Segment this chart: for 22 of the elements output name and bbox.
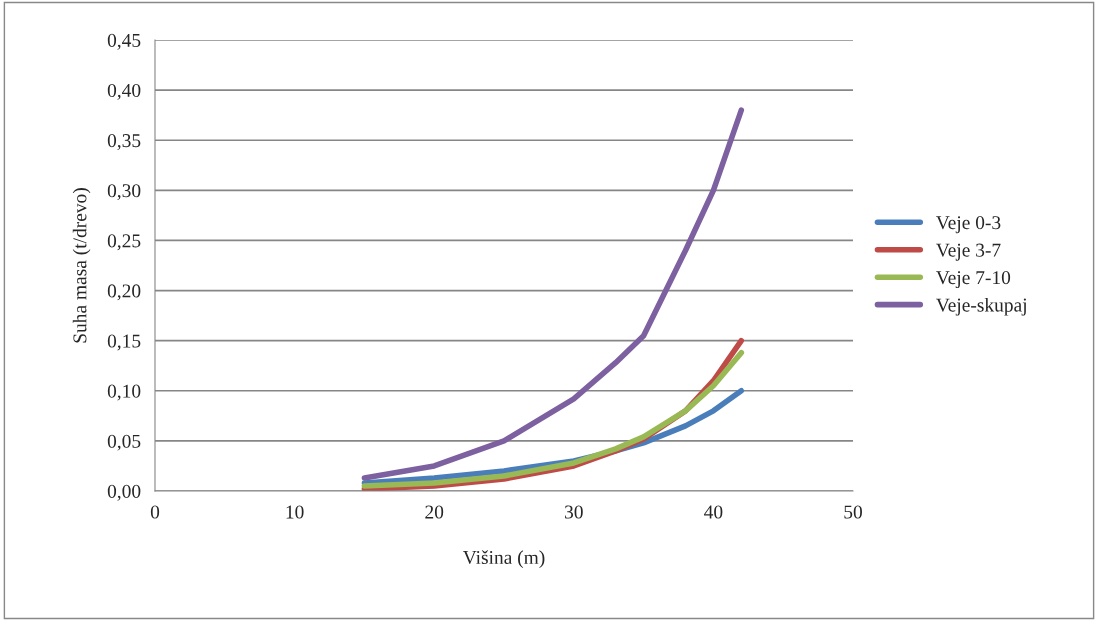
legend-label: Veje 3-7 <box>936 243 1001 261</box>
y-axis-title: Suha masa (t/drevo) <box>72 188 91 343</box>
y-tick-label: 0,35 <box>107 134 141 150</box>
legend-label: Veje-skupaj <box>936 297 1026 316</box>
x-tick-label: 0 <box>150 505 160 519</box>
x-tick-label: 30 <box>565 505 583 519</box>
y-tick-label: 0,30 <box>107 184 141 201</box>
y-tick-label: 0,10 <box>107 384 141 401</box>
y-tick-label: 0,20 <box>107 284 141 301</box>
y-tick-label: 0,00 <box>107 484 141 501</box>
legend-label: Veje 7-10 <box>936 271 1011 289</box>
x-axis-title: Višina (m) <box>462 550 545 568</box>
x-tick-label: 40 <box>704 505 723 519</box>
x-tick-label: 10 <box>286 505 304 519</box>
x-tick-label: 20 <box>425 505 444 519</box>
y-tick-label: 0,25 <box>107 234 141 251</box>
x-tick-label: 50 <box>844 505 862 519</box>
y-tick-label: 0,40 <box>107 83 141 100</box>
y-tick-label: 0,45 <box>107 33 141 50</box>
y-tick-label: 0,15 <box>107 334 141 351</box>
y-tick-label: 0,05 <box>107 434 141 451</box>
legend-label: Veje 0-3 <box>936 216 1001 234</box>
